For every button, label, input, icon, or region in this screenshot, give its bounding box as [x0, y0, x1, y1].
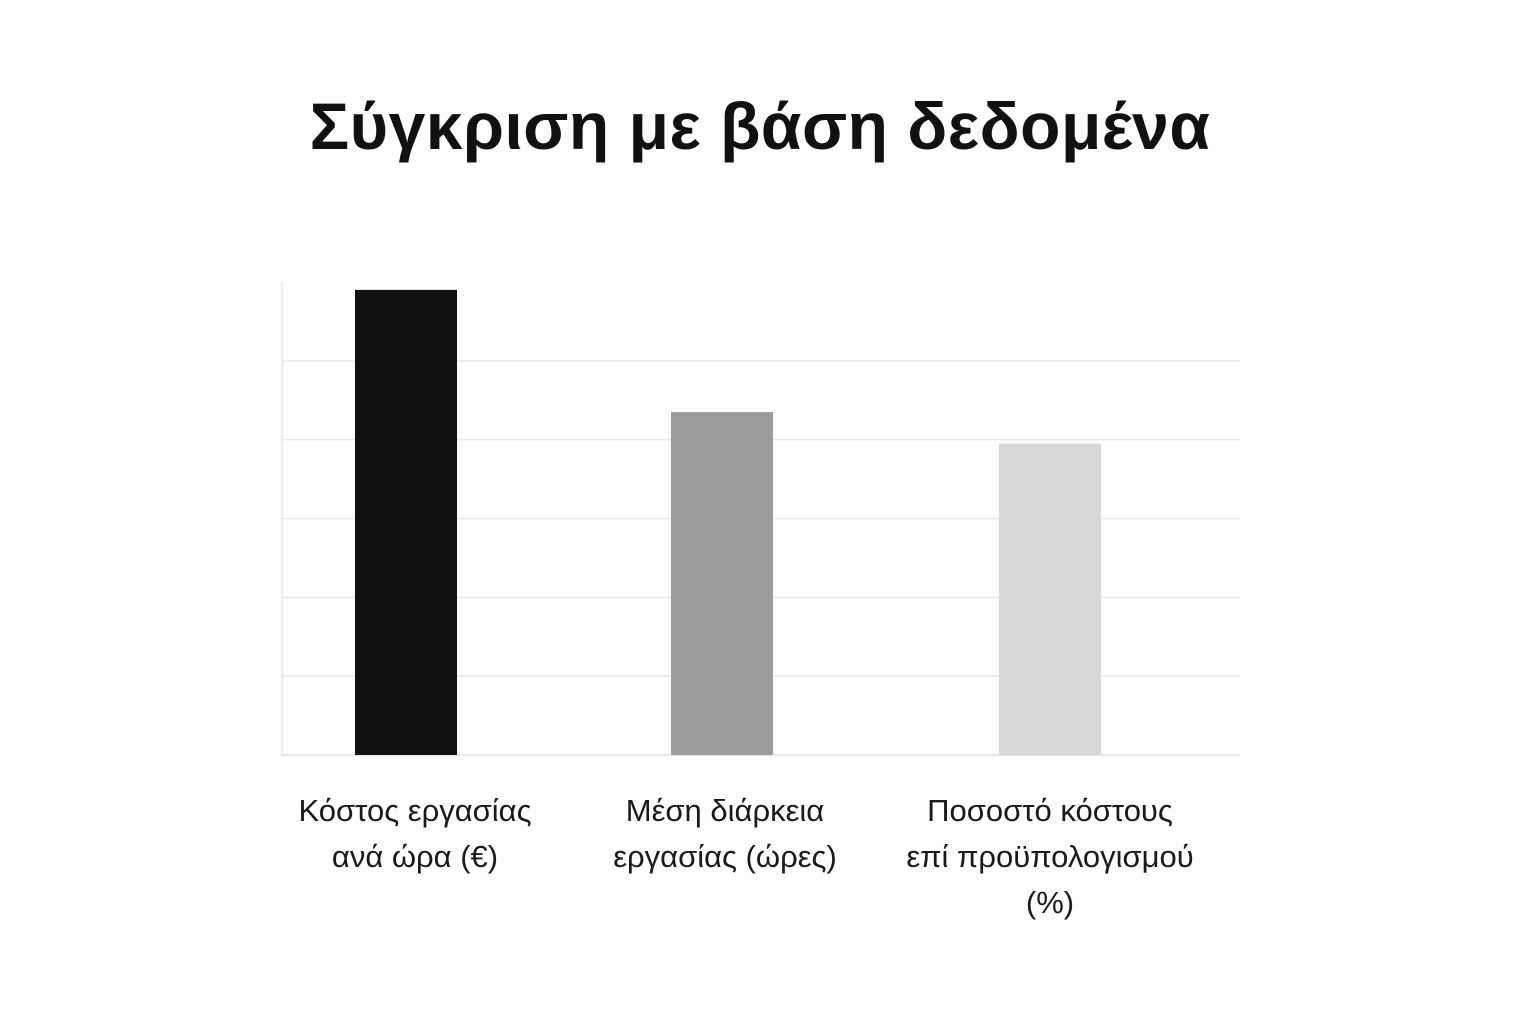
category-label-3: Ποσοστό κόστους επί προϋπολογισμού (%) [906, 793, 1194, 920]
bars [355, 289, 1101, 755]
category-label-1: Κόστος εργασίας ανά ώρα (€) [298, 793, 532, 874]
chart-title: Σύγκριση με βάση δεδομένα [309, 89, 1211, 163]
category-label-2: Μέση διάρκεια εργασίας (ώρες) [613, 793, 837, 874]
bar-1 [355, 289, 457, 755]
bar-3 [999, 443, 1101, 755]
bar-2 [671, 412, 773, 755]
